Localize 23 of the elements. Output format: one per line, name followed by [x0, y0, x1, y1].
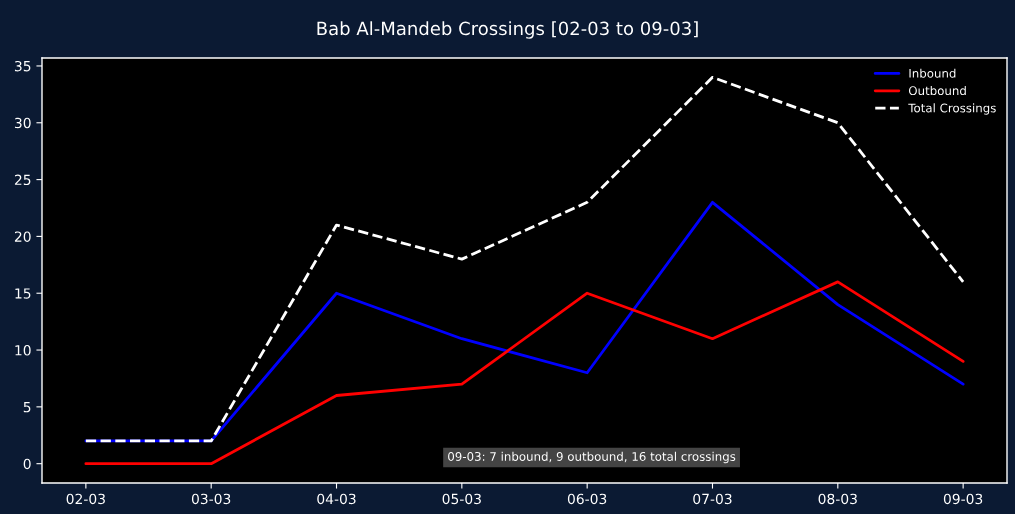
x-tick-label: 07-03	[693, 493, 732, 505]
y-tick-label: 20	[14, 231, 31, 242]
y-tick-label: 35	[14, 60, 31, 72]
y-tick-label: 0	[23, 458, 31, 470]
legend-label: Total Crossings	[908, 103, 996, 115]
x-tick-label: 05-03	[442, 493, 481, 505]
line-series	[84, 280, 965, 466]
x-tick-label: 02-03	[66, 493, 105, 505]
x-tick-label: 09-03	[943, 493, 983, 505]
x-tick-label: 06-03	[567, 493, 607, 505]
chart-title: Bab Al-Mandeb Crossings [02-03 to 09-03]	[317, 21, 698, 39]
y-tick-label: 25	[14, 174, 31, 186]
y-tick-label: 10	[15, 345, 31, 356]
y-tick-label: 30	[14, 117, 31, 129]
legend-label: Outbound	[908, 85, 966, 96]
y-tick-label: 5	[23, 402, 31, 413]
y-tick-label: 15	[15, 288, 31, 299]
annotation: 09-03: 7 inbound, 9 outbound, 16 total crossings	[448, 451, 736, 464]
x-tick-label: 08-03	[818, 493, 857, 505]
legend-label: Inbound	[909, 68, 956, 78]
x-tick-label: 03-03	[191, 493, 231, 505]
line-series	[84, 200, 965, 443]
x-tick-label: 04-03	[317, 493, 356, 505]
